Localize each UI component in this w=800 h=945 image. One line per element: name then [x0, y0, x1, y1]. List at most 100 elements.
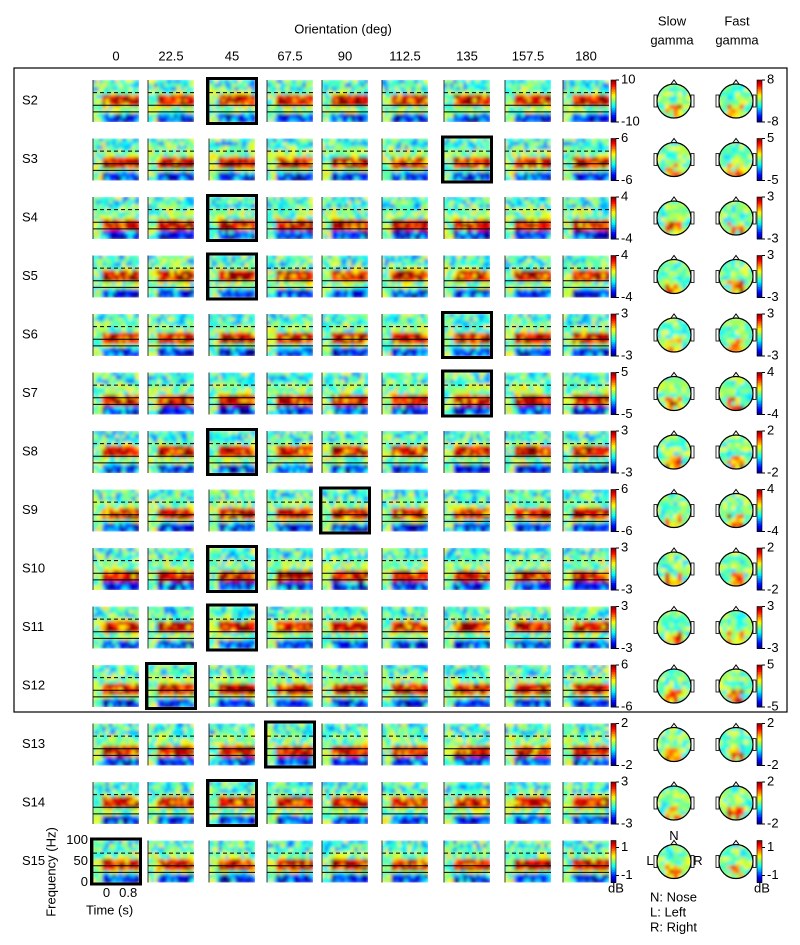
spectrogram-cell: [209, 230, 213, 236]
spectrogram-cell: [486, 80, 490, 85]
spectrogram-cell: [514, 94, 519, 100]
topo-cell: [673, 84, 679, 89]
spectrogram-cell: [456, 172, 461, 178]
spectrogram-cell: [511, 223, 516, 229]
spectrogram-cell: [334, 215, 339, 221]
spectrogram-cell: [228, 200, 233, 206]
spectrogram-cell: [520, 94, 526, 100]
spectrogram-cell: [476, 90, 481, 96]
spectrogram-cell: [231, 90, 236, 96]
spectrogram-cell: [407, 149, 413, 155]
spectrogram-cell: [305, 207, 311, 213]
spectrogram-cell: [186, 145, 192, 151]
spectrogram-cell: [108, 113, 114, 119]
spectrogram-cell: [337, 211, 343, 217]
spectrogram-cell: [466, 98, 471, 104]
spectrogram-cell: [170, 83, 175, 89]
spectrogram-cell: [128, 149, 133, 155]
spectrogram-cell: [150, 110, 156, 115]
spectrogram-cell: [160, 110, 165, 115]
spectrogram-cell: [582, 83, 587, 89]
spectrogram-cell: [108, 211, 114, 217]
spectrogram-cell: [354, 141, 359, 147]
spectrogram-cell: [469, 168, 475, 174]
spectrogram-cell: [537, 90, 542, 96]
spectrogram-cell: [456, 141, 461, 147]
spectrogram-cell: [309, 200, 313, 206]
spectrogram-cell: [479, 80, 484, 85]
topo-cell: [735, 201, 741, 206]
spectrogram-cell: [108, 215, 114, 221]
spectrogram-cell: [131, 113, 137, 119]
spectrogram-cell: [286, 230, 291, 236]
orientation-label: 135: [456, 48, 478, 63]
spectrogram-cell: [575, 83, 580, 89]
spectrogram-cell: [186, 87, 192, 92]
spectrogram-cell: [289, 141, 294, 147]
spectrogram-cell: [180, 106, 185, 112]
spectrogram-cell: [394, 80, 399, 85]
topo-cell: [665, 167, 671, 173]
spectrogram-cell: [537, 215, 542, 221]
spectrogram-cell: [122, 90, 127, 96]
spectrogram-cell: [177, 110, 182, 115]
spectrogram-cell: [598, 87, 603, 92]
spectrogram-cell: [273, 83, 278, 89]
spectrogram-cell: [505, 227, 509, 232]
spectrogram-cell: [384, 164, 390, 170]
spectrogram-cell: [534, 215, 539, 221]
spectrogram-cell: [177, 168, 182, 174]
colorbar-cell: [611, 204, 616, 207]
spectrogram-cell: [115, 172, 120, 178]
group-box: [13, 67, 788, 713]
spectrogram-cell: [286, 176, 291, 181]
spectrogram-cell: [514, 207, 519, 213]
colorbar-cell: [757, 214, 762, 217]
spectrogram-cell: [527, 223, 532, 229]
spectrogram-cell: [592, 215, 597, 221]
spectrogram-cell: [585, 87, 590, 92]
spectrogram-cell: [572, 141, 577, 147]
spectrogram-cell: [384, 197, 390, 202]
spectrogram-cell: [459, 200, 465, 206]
spectrogram-cell: [394, 94, 399, 100]
spectrogram: [444, 138, 490, 181]
spectrogram-cell: [414, 117, 419, 122]
spectrogram-cell: [585, 230, 590, 236]
spectrogram-cell: [595, 176, 600, 181]
topo-cell: [727, 171, 733, 177]
spectrogram-cell: [150, 83, 156, 89]
spectrogram-cell: [279, 113, 284, 119]
spectrogram-cell: [279, 117, 284, 122]
topo-cell: [660, 163, 666, 169]
spectrogram-cell: [93, 98, 97, 104]
colorbar-cell: [611, 170, 616, 173]
spectrogram-cell: [473, 149, 478, 155]
spectrogram-cell: [479, 211, 484, 217]
topo-cell: [735, 217, 741, 223]
spectrogram-cell: [572, 204, 577, 209]
spectrogram-cell: [543, 87, 549, 92]
topo-cell: [677, 92, 683, 98]
spectrogram-cell: [170, 138, 175, 143]
spectrogram-cell: [108, 262, 114, 268]
spectrogram-cell: [527, 141, 532, 147]
spectrogram-cell: [414, 204, 419, 209]
spectrogram-cell: [334, 145, 339, 151]
spectrogram-cell: [331, 94, 336, 100]
spectrogram-cell: [150, 227, 156, 232]
spectrogram-cell: [292, 176, 298, 181]
spectrogram-cell: [186, 141, 192, 147]
spectrogram-cell: [459, 80, 465, 85]
spectrogram-cell: [157, 117, 162, 122]
spectrogram-cell: [154, 157, 159, 162]
spectrogram-cell: [482, 90, 488, 96]
spectrogram-cell: [444, 207, 448, 213]
spectrogram-cell: [273, 230, 278, 236]
colorbar-tick-label: -10: [621, 113, 640, 128]
topo-cell: [727, 167, 733, 173]
spectrogram-cell: [601, 204, 607, 209]
spectrogram-cell: [479, 117, 484, 122]
spectrogram-cell: [505, 234, 509, 239]
spectrogram-cell: [582, 98, 587, 104]
